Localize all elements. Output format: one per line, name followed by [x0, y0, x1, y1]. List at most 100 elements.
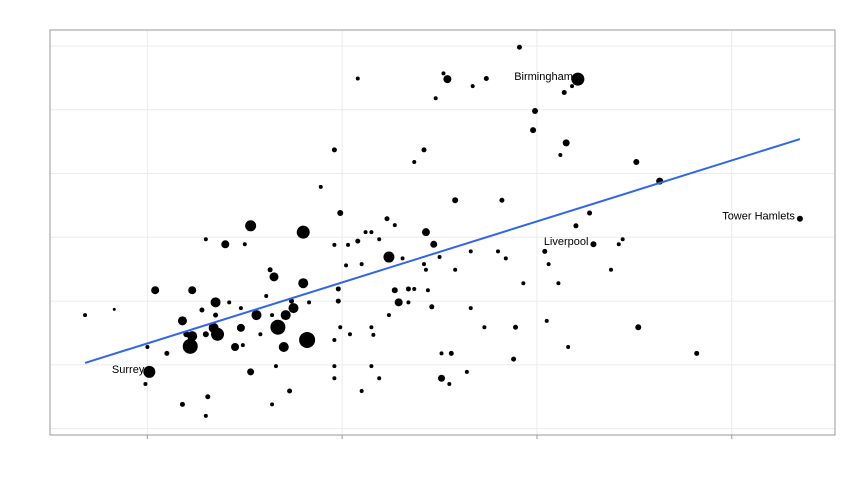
- point: [289, 298, 295, 304]
- point: [335, 298, 341, 304]
- grid: [50, 30, 835, 439]
- point: [187, 331, 198, 342]
- point: [443, 75, 452, 84]
- point: [202, 331, 209, 338]
- point: [83, 313, 88, 318]
- point: [258, 332, 263, 337]
- point: [573, 223, 579, 229]
- point: [391, 287, 398, 294]
- point: [499, 197, 505, 203]
- point: [236, 323, 245, 332]
- annotations: Birmingham Liverpool Tower Hamlets Surrey: [112, 71, 795, 376]
- point: [203, 237, 208, 242]
- point: [299, 331, 316, 348]
- point: [227, 300, 232, 305]
- point: [430, 240, 438, 248]
- point: [425, 288, 430, 293]
- point: [406, 300, 411, 305]
- plot-border: [49, 29, 836, 436]
- point: [570, 84, 575, 89]
- point: [238, 306, 243, 311]
- point: [210, 297, 221, 308]
- point: [556, 281, 561, 286]
- point: [464, 369, 469, 374]
- point: [337, 210, 344, 217]
- point: [633, 159, 640, 166]
- point: [421, 262, 426, 267]
- point: [468, 306, 473, 311]
- point: [199, 307, 205, 313]
- point: [513, 324, 519, 330]
- point: [278, 341, 289, 352]
- point: [182, 338, 198, 354]
- point: [251, 310, 262, 321]
- point: [496, 249, 501, 254]
- point: [346, 242, 351, 247]
- point: [205, 394, 211, 400]
- point: [503, 256, 508, 261]
- point: [441, 71, 446, 76]
- point: [335, 286, 341, 292]
- point: [561, 90, 567, 96]
- point: [247, 368, 255, 376]
- point: [392, 223, 397, 228]
- point: [369, 325, 374, 330]
- point: [363, 230, 368, 235]
- point: [287, 388, 293, 394]
- point: [331, 147, 337, 153]
- point: [532, 108, 539, 114]
- point: [394, 298, 403, 307]
- point: [542, 248, 548, 254]
- point: [213, 312, 219, 318]
- point: [151, 286, 160, 295]
- point: [383, 251, 395, 263]
- point: [558, 153, 563, 158]
- point: [143, 381, 148, 386]
- point: [211, 327, 225, 341]
- point: [437, 255, 442, 260]
- point: [546, 262, 551, 267]
- point: [359, 262, 364, 267]
- point: [521, 281, 526, 286]
- point-label: Tower Hamlets: [722, 211, 795, 223]
- point-label: Birmingham: [514, 71, 573, 83]
- point: [177, 316, 187, 326]
- point: [240, 343, 245, 348]
- point: [453, 267, 458, 272]
- point: [355, 76, 360, 81]
- point: [145, 344, 150, 349]
- point: [371, 332, 376, 337]
- point: [470, 84, 475, 89]
- point: [447, 381, 452, 386]
- point: [562, 139, 570, 147]
- point: [412, 160, 417, 165]
- point: [188, 286, 197, 295]
- point: [179, 401, 185, 407]
- point: [511, 356, 517, 362]
- point: [516, 44, 522, 50]
- point: [423, 267, 428, 272]
- point: [269, 272, 279, 282]
- point: [635, 324, 642, 331]
- point: [270, 319, 286, 335]
- point: [429, 304, 435, 310]
- point: [796, 215, 803, 222]
- point: [369, 230, 374, 235]
- point: [377, 237, 382, 242]
- point: [468, 249, 473, 254]
- marks: [83, 44, 803, 418]
- point: [344, 263, 349, 268]
- point: [270, 313, 275, 318]
- point: [448, 350, 454, 356]
- point-label: Liverpool: [544, 236, 589, 248]
- point: [482, 325, 487, 330]
- point: [273, 364, 278, 369]
- point: [355, 238, 361, 244]
- point: [264, 293, 269, 298]
- plot-background: [50, 30, 835, 435]
- point: [347, 332, 352, 337]
- point: [483, 75, 489, 81]
- point: [231, 342, 240, 351]
